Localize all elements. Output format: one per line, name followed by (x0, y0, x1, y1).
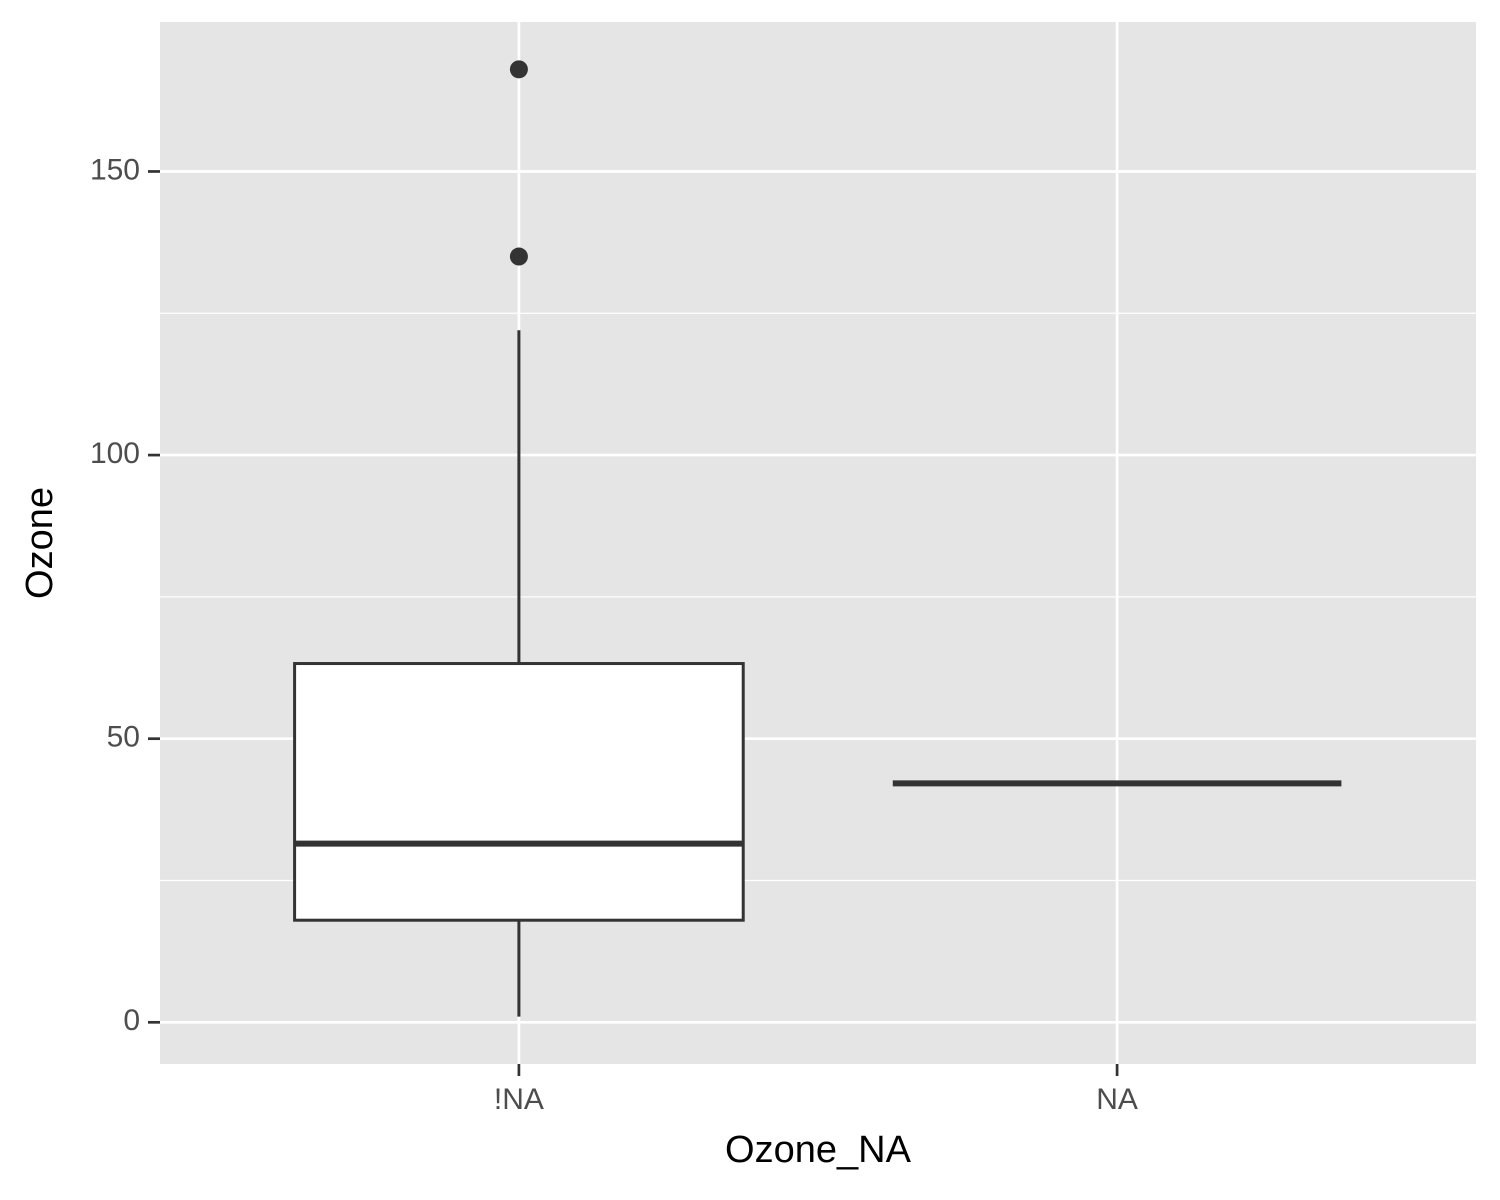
box (293, 662, 745, 922)
y-tick-label: 50 (107, 721, 140, 754)
outlier (509, 247, 528, 266)
x-tick-label: !NA (494, 1083, 544, 1116)
y-tick-label: 0 (123, 1004, 140, 1037)
y-axis-title: Ozone (19, 487, 61, 599)
x-axis-title: Ozone_NA (725, 1129, 912, 1171)
y-tick-label: 100 (90, 437, 140, 470)
x-tick-label: NA (1096, 1083, 1138, 1116)
outlier (509, 60, 528, 79)
y-tick-label: 150 (90, 153, 140, 186)
